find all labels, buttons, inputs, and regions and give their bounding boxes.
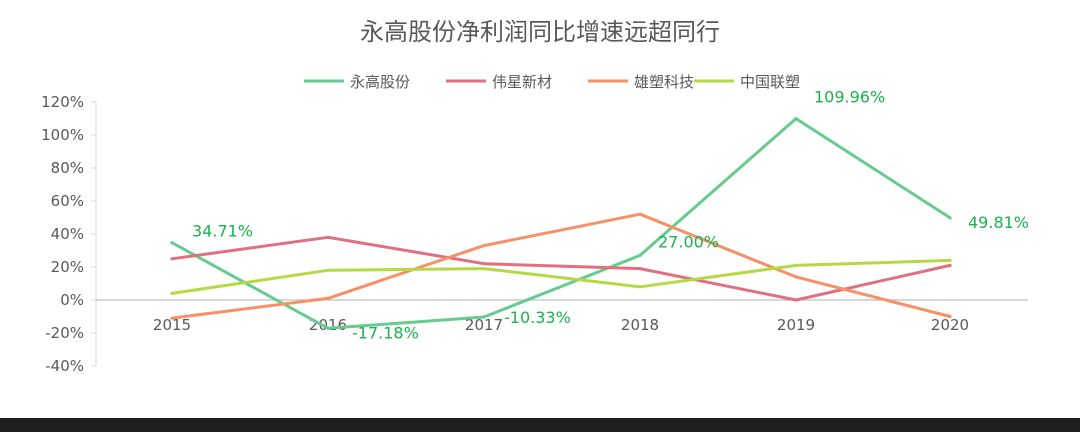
data-point bbox=[638, 212, 642, 216]
data-point bbox=[170, 316, 174, 320]
data-point bbox=[482, 267, 486, 271]
y-tick-label: -20% bbox=[45, 324, 84, 342]
data-label: 34.71% bbox=[192, 222, 253, 241]
data-point bbox=[326, 268, 330, 272]
data-point bbox=[326, 326, 330, 330]
data-label: 27.00% bbox=[658, 232, 719, 251]
data-point bbox=[638, 253, 642, 257]
y-tick-label: 0% bbox=[60, 291, 84, 309]
series-line-2 bbox=[170, 212, 952, 320]
data-point bbox=[482, 315, 486, 319]
x-axis: 2015 2016 2017 2018 2019 2020 bbox=[96, 299, 1028, 334]
y-tick-label: 60% bbox=[51, 192, 84, 210]
x-tick-label: 2015 bbox=[153, 316, 191, 334]
x-tick-label: 2016 bbox=[309, 316, 347, 334]
legend: 永高股份 伟星新材 雄塑科技 中国联塑 bbox=[304, 73, 800, 91]
data-point bbox=[794, 263, 798, 267]
data-point bbox=[326, 296, 330, 300]
series-line-3 bbox=[170, 258, 952, 295]
x-tick-label: 2020 bbox=[931, 316, 969, 334]
data-point bbox=[948, 258, 952, 262]
series-line-0 bbox=[170, 117, 952, 330]
data-point bbox=[948, 216, 952, 220]
data-point bbox=[794, 275, 798, 279]
legend-label: 雄塑科技 bbox=[634, 73, 694, 91]
data-point bbox=[794, 117, 798, 121]
y-tick-label: 40% bbox=[51, 225, 84, 243]
series-layer bbox=[170, 117, 952, 330]
legend-label: 伟星新材 bbox=[492, 73, 552, 91]
y-axis: -40% -20% 0% 20% 40% 60% 80% 100% 120% bbox=[41, 93, 97, 375]
x-tick-label: 2017 bbox=[465, 316, 503, 334]
data-label: 109.96% bbox=[814, 88, 885, 107]
data-labels: 34.71% -17.18% -10.33% 27.00% 109.96% 49.81% bbox=[192, 88, 1029, 343]
y-tick-label: 80% bbox=[51, 159, 84, 177]
data-label: -10.33% bbox=[504, 308, 571, 327]
legend-label: 永高股份 bbox=[350, 73, 410, 91]
data-point bbox=[948, 263, 952, 267]
data-point bbox=[482, 262, 486, 266]
data-label: -17.18% bbox=[352, 323, 419, 342]
watermark: 头条 @解析投资 bbox=[903, 393, 1064, 418]
data-point bbox=[482, 244, 486, 248]
x-tick-label: 2018 bbox=[621, 316, 659, 334]
y-tick-label: -40% bbox=[45, 357, 84, 375]
chart-title: 永高股份净利润同比增速远超同行 bbox=[360, 18, 720, 46]
data-point bbox=[170, 257, 174, 261]
legend-label: 中国联塑 bbox=[740, 73, 800, 91]
data-point bbox=[638, 285, 642, 289]
y-tick-label: 120% bbox=[41, 93, 84, 111]
data-label: 49.81% bbox=[968, 213, 1029, 232]
data-point bbox=[638, 267, 642, 271]
data-point bbox=[326, 235, 330, 239]
x-tick-label: 2019 bbox=[777, 316, 815, 334]
bottom-dark-band bbox=[0, 418, 1080, 432]
y-tick-label: 20% bbox=[51, 258, 84, 276]
series-line-1 bbox=[170, 235, 952, 302]
data-point bbox=[170, 291, 174, 295]
data-point bbox=[170, 241, 174, 245]
data-point bbox=[948, 314, 952, 319]
data-point bbox=[794, 298, 798, 302]
y-tick-label: 100% bbox=[41, 126, 84, 144]
